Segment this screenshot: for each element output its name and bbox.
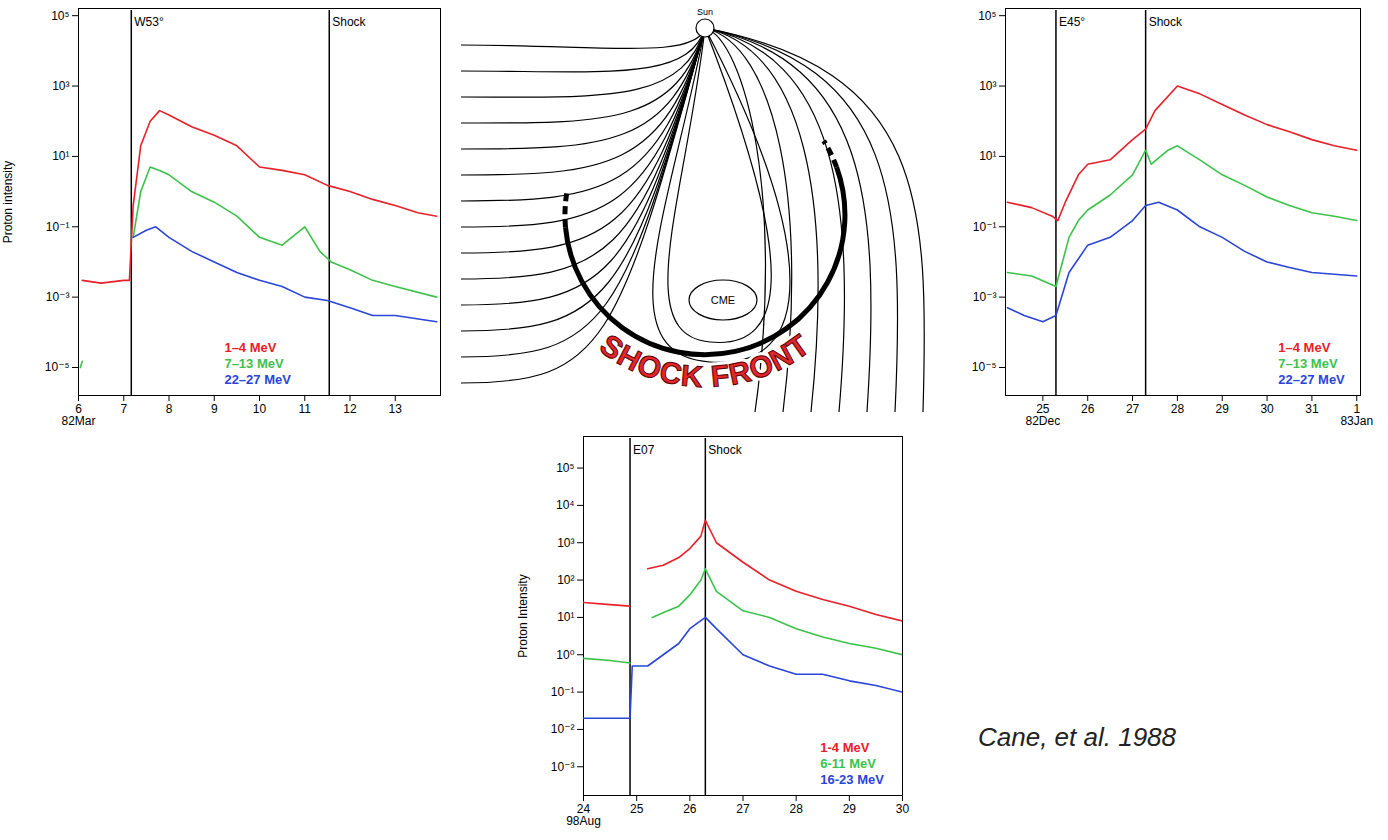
svg-text:Shock: Shock [708,443,742,457]
svg-text:25: 25 [630,802,644,816]
svg-text:E45°: E45° [1059,15,1085,29]
svg-text:10⁻⁵: 10⁻⁵ [972,360,997,374]
svg-text:183Jan: 183Jan [1340,402,1373,428]
svg-text:1-4 MeV: 1-4 MeV [820,740,869,755]
svg-text:10³: 10³ [52,79,69,93]
svg-text:12: 12 [343,402,357,416]
svg-text:682Mar: 682Mar [61,402,95,428]
svg-text:30: 30 [1260,402,1274,416]
svg-text:28: 28 [789,802,803,816]
svg-text:29: 29 [843,802,857,816]
svg-text:W53°: W53° [134,15,164,29]
svg-text:Shock: Shock [1149,15,1183,29]
svg-text:10⁵: 10⁵ [51,9,69,23]
svg-text:Sun: Sun [697,7,713,17]
svg-text:28: 28 [1171,402,1185,416]
svg-text:16-23 MeV: 16-23 MeV [820,772,884,787]
svg-text:10³: 10³ [979,79,996,93]
svg-text:10⁻³: 10⁻³ [551,760,575,774]
svg-text:10²: 10² [557,573,574,587]
svg-text:13: 13 [389,402,403,416]
svg-text:10: 10 [253,402,267,416]
svg-text:27: 27 [1126,402,1140,416]
svg-text:8: 8 [166,402,173,416]
svg-text:CME: CME [711,294,735,306]
svg-text:10¹: 10¹ [52,149,69,163]
svg-text:9: 9 [211,402,218,416]
svg-text:10⁻³: 10⁻³ [973,290,997,304]
svg-text:22–27 MeV: 22–27 MeV [1278,372,1345,387]
svg-text:Proton Intensity: Proton Intensity [516,574,530,657]
svg-text:27: 27 [736,802,750,816]
svg-text:10⁰: 10⁰ [556,648,574,662]
svg-text:10⁻²: 10⁻² [551,722,575,736]
svg-text:10⁻⁵: 10⁻⁵ [45,360,70,374]
svg-text:7: 7 [120,402,127,416]
svg-text:1–4 MeV: 1–4 MeV [1278,340,1330,355]
svg-text:10¹: 10¹ [979,149,996,163]
svg-text:31: 31 [1305,402,1319,416]
svg-text:10⁴: 10⁴ [556,498,575,512]
svg-text:10⁻¹: 10⁻¹ [973,220,997,234]
svg-text:11: 11 [299,402,312,416]
svg-text:29: 29 [1216,402,1230,416]
svg-text:26: 26 [683,802,697,816]
svg-text:E07: E07 [633,443,655,457]
svg-text:6-11 MeV: 6-11 MeV [820,756,876,771]
svg-text:10⁻³: 10⁻³ [46,290,70,304]
svg-text:10⁵: 10⁵ [556,461,574,475]
svg-text:2582Dec: 2582Dec [1026,402,1061,428]
svg-text:1–4 MeV: 1–4 MeV [224,340,276,355]
svg-text:10³: 10³ [557,536,574,550]
svg-text:10⁻¹: 10⁻¹ [46,220,70,234]
svg-text:30: 30 [896,802,910,816]
svg-text:10⁵: 10⁵ [978,9,996,23]
svg-text:7–13 MeV: 7–13 MeV [1278,356,1338,371]
svg-text:7–13 MeV: 7–13 MeV [224,356,284,371]
svg-text:26: 26 [1081,402,1095,416]
svg-text:10¹: 10¹ [557,610,574,624]
svg-text:Shock: Shock [332,15,366,29]
svg-text:2498Aug: 2498Aug [566,802,601,828]
svg-text:SHOCK FRONT: SHOCK FRONT [594,328,815,394]
svg-text:22–27 MeV: 22–27 MeV [224,372,291,387]
svg-text:10⁻¹: 10⁻¹ [551,685,575,699]
svg-text:SHOCK FRONT: SHOCK FRONT [594,328,815,394]
svg-text:Proton intensity: Proton intensity [1,161,15,244]
html-text:Cane, et al. 1988: Cane, et al. 1988 [978,722,1176,752]
